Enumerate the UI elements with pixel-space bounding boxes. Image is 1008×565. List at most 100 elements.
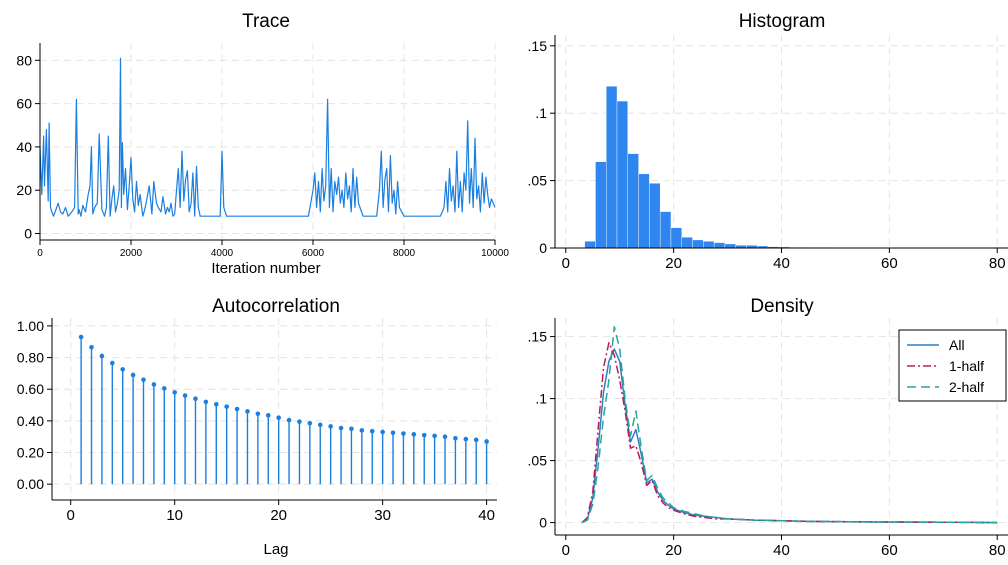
- acf-point-10: [182, 393, 188, 398]
- acf-point-11: [193, 396, 198, 402]
- acf-point-14: [224, 404, 229, 409]
- autocorrelation-x-axis-label: Lag: [263, 541, 288, 558]
- histogram-bar-10: [692, 239, 704, 249]
- density-y-tick-label-2: .1: [535, 391, 547, 407]
- acf-point-30: [390, 430, 396, 436]
- acf-point-13: [213, 401, 219, 407]
- trace-x-axis-label: Iteration number: [211, 260, 320, 277]
- trace-x-tick-label-2: 4000: [211, 248, 234, 259]
- acf-point-4: [120, 367, 126, 372]
- acf-point-22: [307, 420, 313, 426]
- histogram-y-tick-label-3: .15: [528, 38, 548, 54]
- acf-point-2: [99, 353, 105, 359]
- acf-point-17: [255, 411, 261, 417]
- acf-point-19: [276, 415, 281, 421]
- trace-panel: Trace 0 2000 4000 6000 8000 10000 0 20 40 60 80 I…: [16, 11, 509, 277]
- histogram-bar-3: [616, 100, 629, 249]
- acf-point-16: [245, 409, 250, 414]
- histogram-y-tick-label-1: .05: [528, 173, 548, 189]
- autocorrelation-title: Autocorrelation: [212, 296, 340, 317]
- trace-y-ticks: 0 20 40 60 80: [16, 52, 40, 242]
- acf-point-15: [234, 406, 240, 412]
- autocorrelation-x-tick-label-4: 40: [478, 507, 495, 524]
- trace-line: [39, 57, 496, 217]
- density-series: [581, 325, 998, 524]
- density-legend-box: [898, 329, 1007, 402]
- histogram-x-tick-label-3: 60: [881, 255, 898, 272]
- acf-point-29: [380, 429, 385, 435]
- acf-point-0: [78, 334, 84, 340]
- acf-point-37: [463, 436, 469, 442]
- acf-point-27: [359, 428, 365, 433]
- density-legend-label-1: 1-half: [949, 358, 984, 374]
- acf-point-20: [286, 417, 292, 423]
- trace-y-tick-label-2: 40: [16, 139, 32, 155]
- density-x-ticks: 0 20 40 60 80: [562, 535, 1006, 559]
- autocorrelation-x-tick-label-0: 0: [67, 507, 75, 524]
- histogram-bar-12: [713, 242, 726, 249]
- trace-series: [39, 57, 496, 217]
- trace-y-tick-label-3: 60: [16, 96, 32, 112]
- histogram-bar-11: [703, 241, 715, 249]
- histogram-bar-8: [670, 227, 682, 249]
- density-y-tick-label-1: .05: [528, 453, 548, 469]
- histogram-bar-1: [595, 161, 607, 249]
- density-legend: All 1-half 2-half: [898, 329, 1007, 402]
- trace-x-tick-label-3: 6000: [302, 248, 325, 259]
- acf-point-6: [141, 377, 146, 383]
- histogram-panel: Histogram 0 20 40 60 80 0 .05 .1 .15: [528, 11, 1008, 272]
- density-x-tick-label-1: 20: [665, 542, 682, 559]
- acf-point-21: [297, 419, 302, 424]
- histogram-x-tick-label-0: 0: [562, 255, 570, 272]
- trace-x-tick-label-1: 2000: [120, 248, 143, 259]
- acf-point-26: [349, 426, 354, 432]
- autocorrelation-y-tick-label-4: 0.80: [17, 350, 44, 366]
- acf-point-33: [421, 432, 427, 438]
- density-y-tick-label-0: 0: [539, 515, 547, 531]
- acf-point-34: [432, 433, 437, 439]
- histogram-bar-13: [724, 243, 736, 249]
- acf-point-8: [161, 386, 167, 391]
- acf-point-31: [401, 431, 406, 436]
- autocorrelation-y-tick-label-1: 0.20: [17, 445, 44, 461]
- histogram-bar-2: [606, 86, 618, 249]
- density-title: Density: [750, 296, 814, 317]
- autocorrelation-panel: Autocorrelation 0 10 20 30 40 0.000.200.400.…: [17, 296, 497, 558]
- acf-point-9: [172, 390, 177, 395]
- density-x-tick-label-0: 0: [562, 542, 570, 559]
- density-x-tick-label-4: 80: [989, 542, 1006, 559]
- autocorrelation-y-tick-label-5: 1.00: [17, 318, 44, 334]
- histogram-bar-6: [649, 183, 661, 249]
- trace-y-tick-label-0: 0: [24, 226, 32, 242]
- acf-point-28: [369, 428, 375, 434]
- histogram-bar-4: [627, 153, 639, 249]
- autocorrelation-y-tick-label-2: 0.40: [17, 413, 44, 429]
- histogram-title: Histogram: [739, 11, 826, 32]
- acf-point-24: [328, 424, 333, 429]
- acf-point-3: [110, 360, 115, 366]
- histogram-y-tick-label-0: 0: [539, 240, 547, 256]
- acf-point-18: [265, 413, 271, 418]
- trace-x-tick-label-0: 0: [37, 248, 43, 259]
- autocorrelation-gridlines: [52, 318, 497, 500]
- histogram-y-tick-label-2: .1: [535, 105, 547, 121]
- acf-point-38: [473, 437, 479, 443]
- density-y-ticks: 0 .05 .1 .15: [528, 329, 555, 531]
- trace-x-tick-label-5: 10000: [481, 248, 509, 259]
- acf-point-23: [317, 422, 323, 428]
- trace-title: Trace: [242, 11, 290, 32]
- autocorrelation-x-tick-label-3: 30: [374, 507, 391, 524]
- acf-point-1: [89, 344, 94, 350]
- acf-point-12: [203, 399, 209, 405]
- autocorrelation-x-ticks: 0 10 20 30 40: [67, 500, 495, 524]
- density-x-tick-label-2: 40: [773, 542, 790, 559]
- acf-point-25: [338, 425, 344, 431]
- density-y-tick-label-3: .15: [528, 329, 548, 345]
- autocorrelation-x-tick-label-1: 10: [166, 507, 183, 524]
- acf-point-39: [484, 439, 489, 444]
- histogram-bar-9: [681, 237, 693, 249]
- trace-y-tick-label-1: 20: [16, 182, 32, 198]
- histogram-bar-5: [638, 173, 650, 249]
